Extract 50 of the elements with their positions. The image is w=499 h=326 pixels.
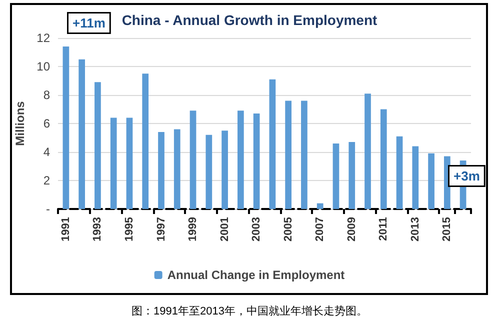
y-tick-label: 2	[43, 174, 50, 188]
bar	[78, 59, 86, 209]
x-tick-label: 1993	[92, 217, 104, 242]
bar	[62, 46, 70, 209]
bar	[316, 203, 324, 209]
x-tick-label: 2011	[378, 217, 390, 241]
text: +11m	[72, 16, 106, 30]
y-tick-label: -	[46, 202, 50, 216]
bar	[190, 110, 196, 209]
bar	[412, 146, 419, 209]
x-tick-label: 2005	[282, 217, 294, 242]
bar	[332, 143, 340, 209]
y-tick-label: 10	[36, 60, 50, 74]
y-axis-title: Millions	[12, 100, 27, 146]
x-tick-label: 1997	[155, 217, 168, 242]
bar	[174, 129, 180, 209]
bar	[269, 79, 276, 209]
legend-label: Annual Change in Employment	[167, 268, 345, 282]
bar	[428, 153, 434, 209]
x-tick-label: 2007	[314, 217, 326, 242]
bar	[222, 130, 228, 209]
bar	[237, 110, 244, 209]
bar	[94, 82, 101, 209]
bar	[396, 136, 403, 209]
bar	[380, 109, 387, 209]
annotation: +3m	[454, 168, 480, 184]
bar	[364, 94, 371, 209]
bar	[301, 100, 308, 209]
chart-title: China - Annual Growth in Employment	[122, 12, 378, 28]
bar	[206, 134, 212, 209]
bar	[285, 100, 292, 209]
x-tick-label: 2013	[409, 217, 422, 242]
x-tick-label: 2015	[441, 217, 454, 242]
bar	[110, 118, 117, 209]
bar	[126, 118, 133, 209]
x-tick-label: 1999	[187, 217, 200, 242]
y-tick-label: 4	[43, 145, 50, 159]
bar	[348, 142, 356, 209]
x-tick-label: 2003	[250, 217, 263, 242]
y-tick-label: 12	[36, 31, 50, 45]
y-tick-label: 6	[43, 116, 50, 130]
x-tick-label: 2001	[218, 217, 231, 242]
bar	[142, 74, 149, 209]
x-tick-label: 1991	[60, 217, 72, 242]
x-tick-label: 2009	[346, 217, 358, 242]
text: 图：1991年至2013年，中国就业年增长走势图。	[132, 304, 368, 318]
x-tick-label: 1995	[123, 217, 136, 242]
bar	[253, 114, 260, 209]
bar	[158, 132, 164, 209]
y-tick-label: 8	[43, 88, 50, 102]
